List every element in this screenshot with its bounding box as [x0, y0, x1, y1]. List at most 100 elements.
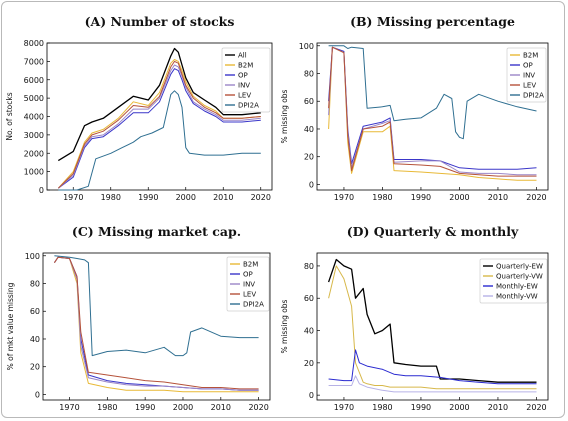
x-tick-label: 1990 [411, 403, 431, 412]
x-tick-label: 2000 [449, 193, 469, 202]
panel-d: (D) Quarterly & monthly 0 20 40 60 80 1970 1980… [280, 224, 549, 412]
legend-label-dpi2a: DPI2A [243, 301, 264, 309]
y-tick-label: 40 [304, 327, 314, 336]
legend-box [479, 258, 548, 304]
panel-c: (C) Missing market cap. 0 20 40 60 80 100 1970 1… [6, 224, 271, 412]
x-tick-label: 2010 [213, 193, 233, 202]
x-tick-label: 1970 [59, 403, 79, 412]
y-axis-label: % of mkt value missing [6, 282, 15, 370]
y-tick-label: 40 [30, 335, 40, 344]
y-tick-label: 60 [30, 307, 40, 316]
legend-label-all: All [238, 52, 247, 60]
x-tick-label: 1980 [97, 403, 117, 412]
series-line-monthly-vw [328, 375, 537, 393]
legend-label-b2m: B2M [238, 62, 253, 70]
legend-label-op: OP [238, 72, 248, 80]
series-line-dpi2a [328, 45, 537, 140]
x-tick-label: 2000 [449, 403, 469, 412]
x-tick-label: 2010 [488, 403, 508, 412]
x-tick-label: 1990 [135, 403, 155, 412]
legend-label-b2m: B2M [523, 52, 538, 60]
series-line-dpi2a [58, 90, 261, 191]
y-tick-label: 7000 [24, 57, 44, 66]
series-line-inv [57, 64, 261, 189]
panel-title: (C) Missing market cap. [72, 224, 241, 239]
y-axis-label: % missing obs [280, 299, 289, 353]
y-tick-label: 6000 [24, 76, 44, 85]
x-tick-label: 2000 [176, 193, 196, 202]
y-tick-label: 0 [35, 390, 40, 399]
y-tick-label: 2000 [24, 149, 44, 158]
panel-a: (A) Number of stocks 0 1000 2000 3000 4000 500… [5, 14, 273, 202]
axes-frame [316, 42, 549, 191]
y-tick-label: 80 [304, 262, 314, 271]
legend-label-lev: LEV [243, 291, 256, 299]
legend-label-quarterly-ew: Quarterly-EW [496, 263, 543, 271]
y-axis-label: % missing obs [280, 89, 289, 143]
axes-frame [42, 252, 271, 401]
legend-box [226, 256, 270, 312]
panel-title: (A) Number of stocks [85, 14, 235, 29]
x-tick-label: 2020 [526, 193, 546, 202]
x-tick-label: 2000 [173, 403, 193, 412]
legend-label-inv: INV [243, 281, 255, 289]
legend-label-quarterly-vw: Quarterly-VW [496, 273, 543, 281]
y-tick-label: 0 [309, 180, 314, 189]
x-tick-label: 1970 [334, 403, 354, 412]
series-line-lev [328, 46, 537, 177]
y-axis-label: No. of stocks [5, 92, 14, 140]
x-tick-label: 1980 [372, 193, 392, 202]
y-tick-label: 60 [304, 294, 314, 303]
x-tick-label: 1980 [101, 193, 121, 202]
x-tick-label: 2020 [251, 193, 271, 202]
legend-label-monthly-ew: Monthly-EW [496, 283, 538, 291]
series-line-lev [57, 60, 261, 189]
y-tick-label: 5000 [24, 94, 44, 103]
legend-label-op: OP [243, 271, 253, 279]
y-tick-label: 100 [25, 252, 40, 261]
x-tick-label: 1970 [63, 193, 83, 202]
series-line-b2m [57, 59, 261, 189]
panel-b: (B) Missing percentage 0 20 40 60 80 100 1970 19… [280, 14, 549, 202]
series-line-op [58, 68, 261, 189]
series-line-quarterly-ew [327, 258, 537, 383]
legend-label-inv: INV [238, 82, 250, 90]
x-tick-label: 1990 [138, 193, 158, 202]
series-line-all [57, 47, 261, 162]
series-line-lev [53, 256, 259, 390]
y-tick-label: 3000 [24, 131, 44, 140]
y-tick-label: 4000 [24, 113, 44, 122]
y-tick-label: 1000 [24, 168, 44, 177]
y-tick-label: 0 [39, 186, 44, 195]
panel-title: (B) Missing percentage [350, 14, 515, 29]
legend-label-monthly-vw: Monthly-VW [496, 293, 538, 301]
legend-label-dpi2a: DPI2A [238, 102, 259, 110]
legend-box [506, 47, 547, 103]
y-tick-label: 0 [309, 391, 314, 400]
series-line-op [328, 46, 537, 170]
series-line-monthly-ew [328, 349, 537, 385]
y-tick-label: 40 [304, 125, 314, 134]
axes-frame [316, 252, 549, 401]
y-tick-label: 20 [30, 363, 40, 372]
x-tick-label: 2010 [211, 403, 231, 412]
legend-label-lev: LEV [238, 92, 251, 100]
panel-title: (D) Quarterly & monthly [347, 224, 519, 239]
series-line-dpi2a [54, 255, 259, 357]
legend-box [221, 47, 271, 113]
y-tick-label: 80 [30, 280, 40, 289]
x-tick-label: 2010 [488, 193, 508, 202]
y-tick-label: 20 [304, 359, 314, 368]
legend-label-op: OP [523, 62, 533, 70]
y-tick-label: 60 [304, 97, 314, 106]
y-tick-label: 100 [299, 42, 314, 51]
legend-label-lev: LEV [523, 82, 536, 90]
legend-label-inv: INV [523, 72, 535, 80]
series-line-quarterly-vw [328, 265, 537, 390]
x-tick-label: 1970 [334, 193, 354, 202]
x-tick-label: 2020 [248, 403, 268, 412]
x-tick-label: 2020 [526, 403, 546, 412]
x-tick-label: 1980 [372, 403, 392, 412]
y-tick-label: 80 [304, 70, 314, 79]
